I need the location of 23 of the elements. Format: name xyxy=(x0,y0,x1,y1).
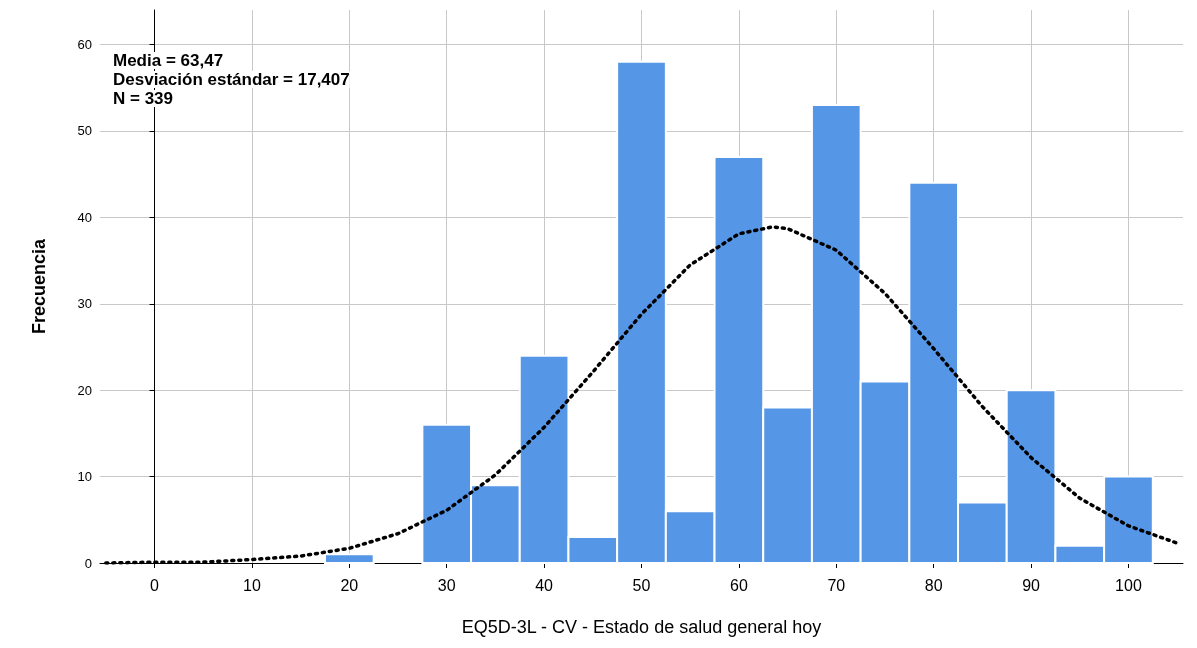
y-tick-label: 60 xyxy=(77,37,92,53)
annotation: Media = 63,47 xyxy=(113,51,224,70)
y-tick-label: 30 xyxy=(77,296,92,312)
x-tick-label: 40 xyxy=(535,576,554,594)
x-tick-label: 50 xyxy=(632,576,651,594)
x-tick-label: 70 xyxy=(827,576,846,594)
x-tick-label: 90 xyxy=(1022,576,1041,594)
y-tick-label: 20 xyxy=(77,382,92,398)
y-tick-label: 10 xyxy=(77,469,92,485)
x-tick-label: 20 xyxy=(340,576,359,594)
annotation: Desviación estándar = 17,407 xyxy=(113,70,350,89)
annotation: N = 339 xyxy=(113,89,174,108)
x-tick-label: 30 xyxy=(437,576,456,594)
y-tick-label: 50 xyxy=(77,123,92,139)
x-tick-label: 100 xyxy=(1115,576,1142,594)
x-tick-label: 60 xyxy=(729,576,748,594)
x-tick-label: 80 xyxy=(924,576,943,594)
y-tick-label: 40 xyxy=(77,209,92,225)
x-tick-label: 0 xyxy=(150,576,160,594)
y-tick-label: 0 xyxy=(84,555,92,571)
x-tick-label: 10 xyxy=(243,576,261,594)
x-axis-title: EQ5D-3L - CV - Estado de salud general hoy xyxy=(461,617,822,637)
y-axis-title: Frecuencia xyxy=(29,237,49,335)
